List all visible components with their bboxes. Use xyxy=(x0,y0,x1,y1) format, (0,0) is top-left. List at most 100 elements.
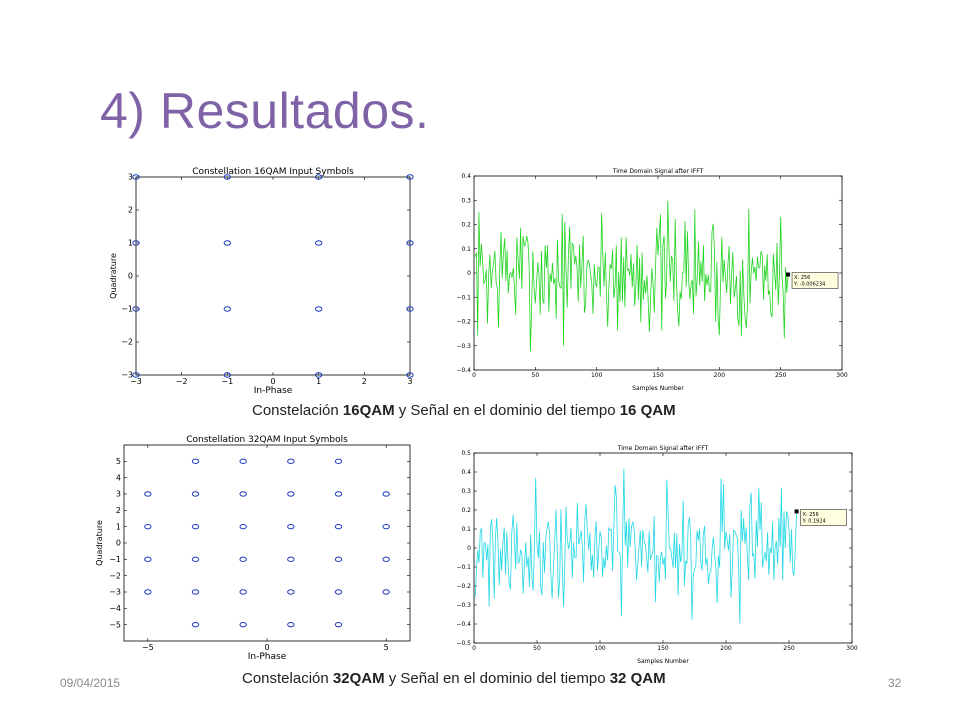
constellation-point xyxy=(144,589,152,595)
y-axis-label: Quadrature xyxy=(109,253,118,299)
constellation-point xyxy=(191,458,200,465)
y-tick-label: 0 xyxy=(128,272,133,281)
y-tick-label: −3 xyxy=(109,588,121,597)
constellation-point xyxy=(406,174,414,180)
x-tick-label: 5 xyxy=(384,643,389,652)
constellation-point xyxy=(191,589,200,595)
plot-frame xyxy=(123,444,411,642)
signal-series-line xyxy=(474,468,797,624)
y-tick-label: 2 xyxy=(116,506,121,515)
constellation-point xyxy=(239,556,247,563)
constellation-point xyxy=(334,523,343,530)
slide-date: 09/04/2015 xyxy=(60,676,121,690)
constellation-point xyxy=(382,556,390,563)
constellation-point xyxy=(287,491,295,497)
y-tick-label: 0.1 xyxy=(461,526,471,533)
constellation-point xyxy=(239,523,247,530)
constellation-point xyxy=(406,372,414,378)
x-tick-label: 100 xyxy=(591,372,603,379)
y-tick-label: 1 xyxy=(128,239,133,248)
datatip-box xyxy=(791,272,839,289)
y-tick-label: −0.2 xyxy=(456,583,471,590)
x-tick-label: 0 xyxy=(472,645,476,652)
constellation-point xyxy=(223,240,232,246)
datatip-y-label: Y: 0.1924 xyxy=(802,518,826,524)
constellation-point xyxy=(287,523,295,530)
caption-32qam-middle: y Señal en el dominio del tiempo xyxy=(384,670,610,687)
x-tick-label: 3 xyxy=(407,377,412,386)
caption-32qam-bold1: 32QAM xyxy=(332,670,385,687)
chart-title: Time Domain Signal after IFFT xyxy=(612,168,704,175)
x-axis-label: Samples Number xyxy=(632,385,684,392)
y-tick-label: 0.2 xyxy=(461,507,471,514)
y-tick-label: −0.4 xyxy=(456,621,471,628)
x-tick-label: 0 xyxy=(472,372,476,379)
caption-32qam-bold2: 32 QAM xyxy=(609,670,666,687)
constellation-point xyxy=(223,372,232,378)
y-tick-label: 0.4 xyxy=(461,173,471,180)
chart-title: Constellation 32QAM Input Symbols xyxy=(186,435,348,445)
y-tick-label: 0.4 xyxy=(461,469,471,476)
constellation-point xyxy=(287,621,295,628)
constellation-point xyxy=(287,589,295,595)
constellation-point xyxy=(223,306,232,312)
constellation-point xyxy=(334,458,343,465)
constellation-point xyxy=(406,240,414,246)
constellation-32qam-chart: Constellation 32QAM Input Symbols −5 0 5 −5 −… xyxy=(95,435,411,661)
plot-frame xyxy=(135,176,411,376)
constellation-point xyxy=(314,372,323,378)
constellation-point xyxy=(191,491,200,497)
x-tick-label: 300 xyxy=(846,645,858,652)
y-tick-label: 0.1 xyxy=(461,246,471,253)
y-tick-label: 0 xyxy=(467,545,471,552)
caption-16qam-middle: y Señal en el dominio del tiempo xyxy=(394,402,620,419)
x-axis-label: Samples Number xyxy=(637,658,689,665)
datatip-x-label: X: 256 xyxy=(803,512,819,518)
y-tick-label: 3 xyxy=(116,490,121,499)
y-tick-label: 2 xyxy=(128,206,133,215)
y-tick-label: −5 xyxy=(109,620,121,629)
y-tick-label: 0.3 xyxy=(461,197,471,204)
y-tick-label: 4 xyxy=(116,473,121,482)
caption-16qam-bold2: 16 QAM xyxy=(619,402,676,419)
y-tick-label: −2 xyxy=(109,571,121,580)
x-tick-label: 300 xyxy=(836,372,848,379)
constellation-point xyxy=(239,491,247,497)
x-tick-label: 0 xyxy=(270,377,275,386)
y-tick-label: −0.3 xyxy=(456,602,471,609)
caption-16qam: Constelación 16QAM y Señal en el dominio… xyxy=(252,402,676,419)
caption-32qam-prefix: Constelación xyxy=(242,670,333,687)
constellation-point xyxy=(132,306,140,312)
caption-16qam-prefix: Constelación xyxy=(252,402,343,419)
constellation-point xyxy=(144,523,152,530)
datatip-x-label: X: 256 xyxy=(794,275,810,281)
x-tick-label: 100 xyxy=(594,645,606,652)
time-domain-16qam-chart: Time Domain Signal after IFFT 0 50 100 150 20… xyxy=(456,168,848,392)
x-tick-label: 2 xyxy=(362,377,367,386)
constellation-point xyxy=(314,174,323,180)
x-tick-label: −3 xyxy=(130,377,142,386)
x-tick-label: 150 xyxy=(652,372,664,379)
constellation-point xyxy=(287,556,295,563)
x-tick-label: 1 xyxy=(316,377,321,386)
y-tick-label: −0.1 xyxy=(456,564,471,571)
slide-title: 4) Resultados. xyxy=(100,83,430,139)
constellation-point xyxy=(132,174,140,180)
constellation-point xyxy=(132,240,140,246)
slide-page-number: 32 xyxy=(888,676,902,690)
x-tick-label: 50 xyxy=(532,372,540,379)
y-axis-label: Quadrature xyxy=(95,520,104,566)
datatip-box xyxy=(800,509,847,526)
x-tick-label: 250 xyxy=(775,372,787,379)
y-tick-label: 0.3 xyxy=(461,488,471,495)
constellation-point xyxy=(334,621,343,628)
y-tick-label: −0.1 xyxy=(456,294,471,301)
constellation-point xyxy=(191,556,200,563)
constellation-point xyxy=(382,523,390,530)
y-tick-label: 0 xyxy=(467,270,471,277)
caption-32qam: Constelación 32QAM y Señal en el dominio… xyxy=(242,670,666,687)
constellation-point xyxy=(406,306,414,312)
datatip-marker xyxy=(786,272,791,277)
y-tick-label: −0.3 xyxy=(456,343,471,350)
constellation-point xyxy=(144,556,152,563)
